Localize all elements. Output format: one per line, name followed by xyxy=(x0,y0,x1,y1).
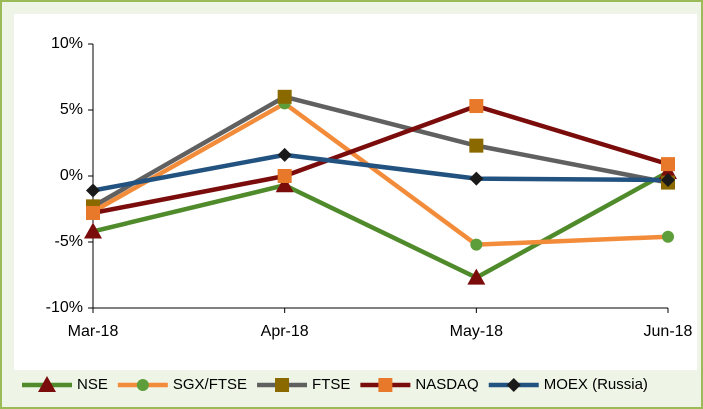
data-marker xyxy=(661,172,675,187)
data-marker xyxy=(86,183,100,198)
legend-marker xyxy=(275,378,290,392)
data-marker xyxy=(275,176,294,193)
data-marker xyxy=(86,205,100,220)
legend-marker xyxy=(38,376,56,392)
legend-marker xyxy=(136,379,149,391)
legend-label: FTSE xyxy=(312,376,350,393)
data-marker xyxy=(469,138,484,153)
series-line xyxy=(92,170,670,280)
data-marker xyxy=(467,268,486,285)
data-marker xyxy=(469,171,484,186)
legend-marker xyxy=(378,378,393,392)
data-marker xyxy=(277,147,292,162)
y-tick-label: 0% xyxy=(60,167,83,184)
series-line xyxy=(92,103,669,216)
x-tick-label: May-18 xyxy=(450,323,503,340)
series-line xyxy=(91,101,669,247)
data-marker xyxy=(470,238,483,251)
legend-label: NSE xyxy=(77,376,108,393)
data-marker xyxy=(661,157,675,172)
y-tick-label: -5% xyxy=(55,233,83,250)
data-marker xyxy=(84,222,102,239)
data-marker xyxy=(469,99,484,114)
series-line xyxy=(91,94,669,209)
y-tick-label: 10% xyxy=(51,35,83,52)
data-marker xyxy=(277,169,292,183)
data-marker xyxy=(277,89,292,104)
x-tick-label: Apr-18 xyxy=(261,323,309,340)
legend-label: SGX/FTSE xyxy=(173,376,247,393)
legend-marker xyxy=(506,378,521,392)
data-marker xyxy=(662,230,674,243)
y-tick-label: 5% xyxy=(60,101,83,118)
series-line xyxy=(92,152,669,193)
y-tick-label: -10% xyxy=(46,299,83,316)
legend-label: MOEX (Russia) xyxy=(544,376,648,393)
x-tick-label: Jun-18 xyxy=(644,323,693,340)
x-tick-label: Mar-18 xyxy=(68,323,119,340)
legend-label: NASDAQ xyxy=(415,376,478,393)
